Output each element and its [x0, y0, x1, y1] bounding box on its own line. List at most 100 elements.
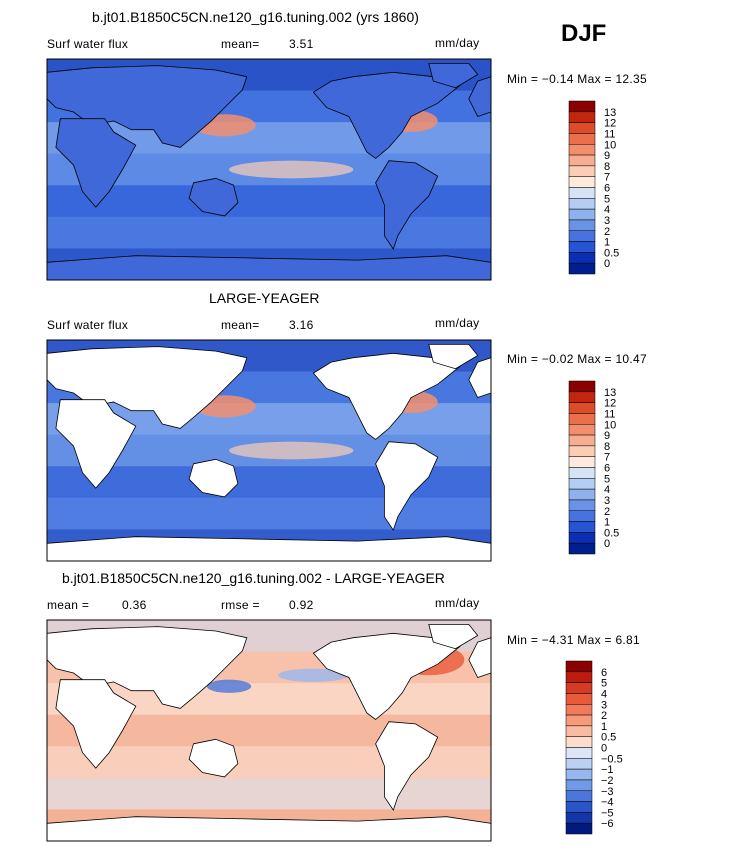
colorbar-tick-label: 0.5: [604, 247, 619, 259]
colorbar-tick-label: 13: [604, 387, 616, 399]
colorbar-tick-label: 10: [604, 419, 616, 431]
continent-africa: [55, 399, 137, 489]
colorbar-tick-label: −0.5: [601, 753, 623, 765]
colorbar-swatch: [565, 768, 593, 781]
colorbar-swatch: [568, 111, 596, 123]
colorbar-tick-label: 6: [604, 463, 610, 475]
colorbar-tick-label: 9: [604, 430, 610, 442]
colorbar-swatch: [568, 165, 596, 177]
colorbar-swatch: [568, 391, 596, 403]
panel-2-mean-value: 3.16: [289, 318, 314, 332]
colorbar-swatch: [565, 790, 593, 802]
panel-2-units: mm/day: [435, 316, 480, 330]
colorbar-tick-label: 7: [604, 172, 610, 184]
colorbar-swatch: [568, 219, 596, 231]
colorbar-swatch: [568, 521, 596, 533]
colorbar-tick-label: 6: [604, 183, 610, 195]
panel-3-units: mm/day: [435, 596, 480, 610]
colorbar-tick-label: 11: [604, 128, 615, 140]
diff-highlight-pac: [277, 668, 349, 682]
colorbar-swatch: [565, 682, 593, 694]
continent-greenland: [428, 343, 479, 370]
colorbar-swatch: [568, 467, 596, 479]
diff-highlight-npac: [206, 679, 252, 693]
colorbar-tick-label: −3: [601, 786, 614, 798]
colorbar-swatch: [568, 198, 596, 210]
continent-greenland: [428, 63, 479, 89]
colorbar-swatch: [568, 434, 596, 447]
colorbar-swatch: [568, 424, 596, 436]
colorbar-tick-label: 8: [604, 441, 610, 453]
continent-eurasia_e: [468, 357, 492, 398]
continent-eurasia: [46, 65, 248, 148]
map-panel-2: [46, 339, 492, 562]
colorbar-swatch: [565, 704, 593, 716]
colorbar-swatch: [568, 488, 596, 501]
continent-africa: [55, 118, 137, 208]
continent-eurasia: [46, 346, 248, 429]
panel-1-mean-value: 3.51: [289, 37, 314, 51]
panel-3-minmax: Min = −4.31 Max = 6.81: [507, 633, 641, 647]
panel-3-mean-label: mean =: [47, 598, 90, 612]
colorbar-swatch: [568, 208, 596, 221]
panel-1-variable: Surf water flux: [47, 37, 129, 51]
continent-australia: [188, 738, 239, 778]
colorbar-tick-label: 1: [604, 517, 610, 529]
continent-eurasia: [46, 626, 248, 709]
continent-antarctica: [46, 255, 492, 281]
continent-australia: [188, 177, 239, 217]
panel-3-rmse-value: 0.92: [289, 598, 314, 612]
colorbar-swatch: [568, 241, 596, 253]
colorbar-swatch: [565, 779, 593, 791]
colorbar-tick-label: 11: [604, 408, 615, 420]
colorbar-tick-label: 9: [604, 150, 610, 162]
colorbar-swatch: [568, 252, 596, 264]
panel-2-title: LARGE-YEAGER: [209, 290, 320, 306]
colorbar-swatch: [568, 542, 596, 555]
panel-1-units: mm/day: [435, 36, 480, 50]
panel-3-mean-value: 0.36: [122, 598, 147, 612]
colorbar-tick-label: −4: [601, 797, 614, 809]
continent-antarctica: [46, 816, 492, 842]
colorbar-tick-label: −1: [601, 764, 614, 776]
panel-1-minmax: Min = −0.14 Max = 12.35: [507, 72, 647, 86]
colorbar-swatch: [565, 725, 593, 737]
colorbar-swatch: [568, 532, 596, 544]
colorbar-swatch: [565, 736, 593, 748]
continent-samerica: [375, 441, 439, 531]
colorbar-swatch: [568, 456, 596, 468]
colorbar-tick-label: 10: [604, 139, 616, 151]
colorbar-swatch: [568, 187, 596, 199]
colorbar-swatch: [568, 122, 596, 134]
colorbar-tick-label: 8: [604, 161, 610, 173]
colorbar-swatch: [568, 380, 596, 393]
colorbar-swatch: [568, 176, 596, 188]
colorbar-swatch: [568, 499, 596, 511]
colorbar-tick-label: 3: [601, 699, 607, 711]
colorbar-tick-label: 5: [604, 193, 610, 205]
map-frame-1: [46, 58, 492, 281]
colorbar-swatch: [568, 413, 596, 425]
tropical-band: [229, 160, 354, 179]
continent-australia: [188, 458, 239, 498]
map-panel-3: [46, 619, 492, 842]
map-frame-3: [46, 619, 492, 842]
panel-2-minmax: Min = −0.02 Max = 10.47: [507, 352, 647, 366]
colorbar-tick-label: 7: [604, 452, 610, 464]
colorbar-tick-label: 2: [604, 506, 610, 518]
colorbar-swatch: [568, 510, 596, 522]
colorbar-swatch: [565, 822, 593, 835]
continent-eurasia_e: [468, 76, 492, 117]
colorbar-tick-label: 6: [601, 667, 607, 679]
map-band: [47, 216, 491, 249]
panel-2-mean-label: mean=: [221, 318, 260, 332]
panel-3-rmse-label: rmse =: [221, 598, 260, 612]
panel-1-mean-label: mean=: [221, 37, 260, 51]
colorbar-swatch: [565, 693, 593, 705]
colorbar-tick-label: 0.5: [604, 527, 619, 539]
continent-samerica: [375, 160, 439, 250]
colorbar-swatch: [568, 133, 596, 145]
